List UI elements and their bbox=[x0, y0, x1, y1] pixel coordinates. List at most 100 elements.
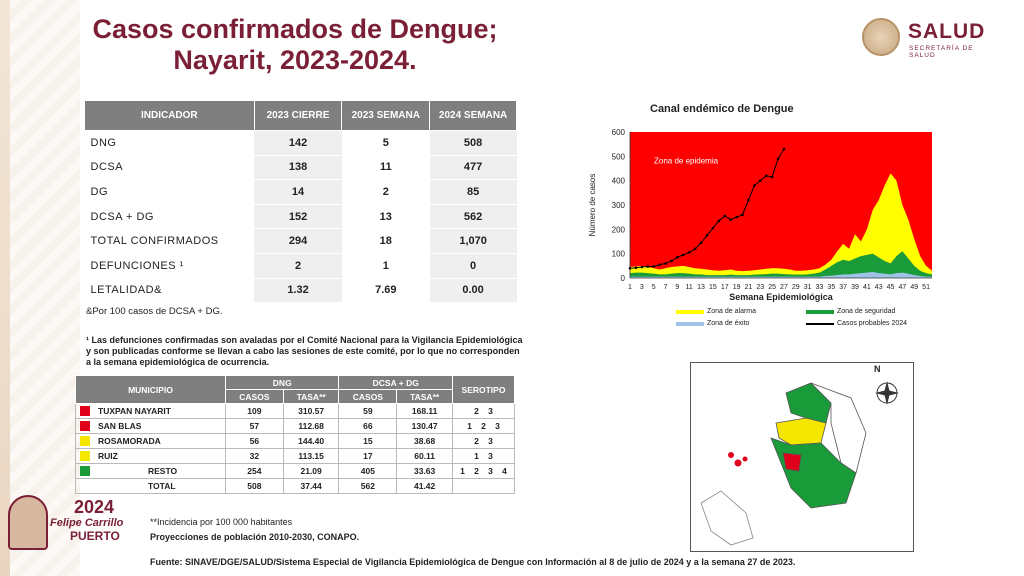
municipio-serotipo bbox=[452, 478, 515, 494]
municipio-dcsa-tasa: 130.47 bbox=[396, 418, 453, 434]
x-tick-label: 27 bbox=[780, 284, 788, 291]
x-tick-label: 35 bbox=[827, 284, 835, 291]
municipio-name: ROSAMORADA bbox=[98, 435, 161, 446]
y-tick-label: 300 bbox=[612, 201, 626, 210]
x-tick-label: 9 bbox=[675, 284, 679, 291]
legend-label-seguridad: Zona de seguridad bbox=[837, 308, 896, 315]
left-decor-bar bbox=[0, 0, 10, 576]
municipio-name-cell: RUIZ bbox=[75, 448, 226, 464]
indicator-row: DNG 142 5 508 bbox=[84, 130, 517, 156]
serotipo-value: 2 bbox=[474, 406, 479, 416]
municipio-row: TOTAL 508 37.44 562 41.42 bbox=[75, 478, 515, 494]
header-2024-semana: 2024 SEMANA bbox=[429, 100, 517, 131]
header-dng: DNG bbox=[224, 375, 340, 390]
x-tick-label: 19 bbox=[733, 284, 741, 291]
indicator-value: 14 bbox=[254, 179, 342, 205]
header-indicador: INDICADOR bbox=[84, 100, 255, 131]
serotipo-value: 2 bbox=[481, 421, 486, 431]
badge-year: 2024 bbox=[74, 497, 115, 517]
casos-2024-point bbox=[705, 234, 709, 237]
header-municipio: MUNICIPIO bbox=[75, 375, 226, 404]
municipio-name: TOTAL bbox=[148, 480, 176, 491]
casos-2024-point bbox=[717, 219, 721, 223]
indicator-row: DCSA 138 11 477 bbox=[84, 155, 517, 181]
background-pattern bbox=[10, 0, 80, 576]
legend-seguridad: Zona de seguridad bbox=[806, 308, 895, 315]
source-note: Fuente: SINAVE/DGE/SALUD/Sistema Especia… bbox=[150, 557, 796, 567]
serotipo-value: 2 bbox=[474, 436, 479, 446]
municipio-dng-casos: 109 bbox=[225, 403, 284, 419]
x-tick-label: 1 bbox=[628, 284, 632, 291]
y-tick-label: 600 bbox=[612, 128, 626, 137]
casos-2024-point bbox=[776, 157, 780, 161]
municipio-name: SAN BLAS bbox=[98, 420, 142, 431]
legend-label-exito: Zona de éxito bbox=[707, 320, 750, 327]
indicator-table: INDICADOR 2023 CIERRE 2023 SEMANA 2024 S… bbox=[84, 100, 517, 304]
serotipo-value: 2 bbox=[474, 466, 479, 476]
legend-alarma: Zona de alarma bbox=[676, 308, 756, 315]
legend-swatch-seguridad bbox=[806, 309, 834, 314]
map-drawing bbox=[700, 381, 899, 546]
casos-2024-point bbox=[723, 214, 727, 218]
indicator-value: 138 bbox=[254, 155, 342, 181]
casos-2024-point bbox=[640, 265, 644, 269]
y-tick-label: 500 bbox=[612, 152, 626, 161]
municipio-dng-casos: 56 bbox=[225, 433, 284, 449]
casos-2024-point bbox=[652, 265, 655, 268]
municipio-name-cell: RESTO bbox=[75, 463, 226, 479]
municipio-dng-tasa: 113.15 bbox=[282, 448, 340, 464]
municipio-dcsa-casos: 562 bbox=[338, 478, 398, 494]
municipio-name: TUXPAN NAYARIT bbox=[98, 405, 171, 416]
region-red bbox=[782, 452, 802, 472]
island-1 bbox=[728, 452, 734, 458]
header-dcsa-dg: DCSA + DG bbox=[338, 375, 453, 390]
casos-2024-point bbox=[664, 262, 667, 265]
municipio-dng-tasa: 310.57 bbox=[282, 403, 340, 419]
page-title: Casos confirmados de Dengue; Nayarit, 20… bbox=[92, 14, 498, 75]
serotipo-value: 4 bbox=[502, 466, 507, 476]
x-tick-label: 23 bbox=[756, 284, 764, 291]
casos-2024-point bbox=[699, 241, 703, 245]
indicator-value: 5 bbox=[341, 130, 430, 156]
compass-star-icon bbox=[875, 381, 899, 405]
x-tick-label: 39 bbox=[851, 284, 859, 291]
casos-2024-point bbox=[741, 213, 744, 217]
indicator-value: 13 bbox=[341, 204, 430, 230]
badge-name-1: Felipe Carrillo bbox=[50, 517, 124, 529]
municipio-name-cell: SAN BLAS bbox=[75, 418, 226, 434]
casos-2024-point bbox=[735, 215, 738, 219]
header-dng-casos: CASOS bbox=[225, 389, 284, 404]
serotipo-value: 1 bbox=[474, 451, 479, 461]
casos-2024-point bbox=[628, 266, 632, 270]
casos-2024-point bbox=[687, 251, 691, 254]
serotipo-value: 3 bbox=[488, 466, 493, 476]
indicator-row: DG 14 2 85 bbox=[84, 179, 517, 205]
salud-logo: SALUD SECRETARÍA DE SALUD bbox=[862, 18, 1002, 62]
municipio-table: MUNICIPIO DNG DCSA + DG SEROTIPO CASOS T… bbox=[75, 375, 515, 494]
indicator-label: DCSA + DG bbox=[84, 204, 255, 230]
municipio-dcsa-casos: 405 bbox=[338, 463, 398, 479]
note-defunciones: ¹ Las defunciones confirmadas son avalad… bbox=[86, 335, 523, 367]
x-tick-label: 45 bbox=[887, 284, 895, 291]
municipio-dcsa-tasa: 33.63 bbox=[396, 463, 453, 479]
casos-2024-point bbox=[747, 198, 750, 202]
municipio-name: RUIZ bbox=[98, 450, 118, 461]
casos-2024-point bbox=[753, 184, 756, 187]
x-axis-label: Semana Epidemiológica bbox=[729, 292, 834, 302]
y-axis-label: Número de casos bbox=[588, 174, 597, 237]
indicator-value: 2 bbox=[254, 253, 342, 279]
x-tick-label: 7 bbox=[664, 284, 668, 291]
x-tick-label: 31 bbox=[804, 284, 812, 291]
indicator-value: 0 bbox=[429, 253, 517, 279]
header-serotipo: SEROTIPO bbox=[452, 375, 515, 404]
casos-2024-point bbox=[764, 174, 768, 178]
municipio-dng-tasa: 112.68 bbox=[282, 418, 340, 434]
indicator-label: DNG bbox=[84, 130, 255, 156]
municipio-name-cell: TOTAL bbox=[75, 478, 226, 494]
mexico-inset bbox=[700, 490, 754, 546]
legend-label-casos: Casos probables 2024 bbox=[837, 320, 908, 327]
